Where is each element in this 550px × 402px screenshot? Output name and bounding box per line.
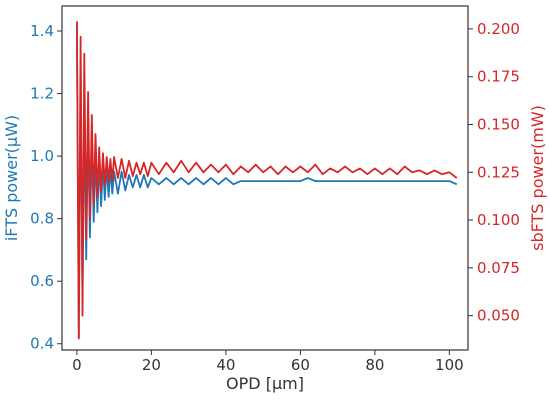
left-tick-label: 1.0 [30, 147, 54, 165]
left-tick-label: 1.4 [30, 22, 54, 40]
bottom-axis-ticks: 0 20 40 60 80 100 [72, 350, 464, 374]
right-tick-label: 0.125 [477, 163, 520, 181]
right-tick-label: 0.150 [477, 115, 520, 133]
bottom-tick-label: 20 [142, 356, 161, 374]
right-y-axis-label: sbFTS power(mW) [528, 105, 547, 251]
series-layer [76, 21, 458, 340]
right-tick-label: 0.200 [477, 20, 520, 38]
series-line-right-axis [76, 21, 458, 340]
left-tick-label: 0.6 [30, 272, 54, 290]
left-y-axis-label: iFTS power(μW) [2, 115, 21, 241]
left-tick-label: 1.2 [30, 85, 54, 103]
bottom-tick-label: 40 [216, 356, 235, 374]
bottom-tick-label: 0 [72, 356, 82, 374]
right-tick-label: 0.050 [477, 307, 520, 325]
right-axis-ticks: 0.050 0.075 0.100 0.125 0.150 0.175 0.200 [468, 20, 520, 325]
right-tick-label: 0.075 [477, 259, 520, 277]
left-tick-label: 0.8 [30, 210, 54, 228]
x-axis-label: OPD [μm] [226, 374, 304, 393]
left-axis-ticks: 0.4 0.6 0.8 1.0 1.2 1.4 [30, 22, 62, 353]
bottom-tick-label: 60 [291, 356, 310, 374]
left-tick-label: 0.4 [30, 335, 54, 353]
bottom-tick-label: 80 [365, 356, 384, 374]
right-tick-label: 0.100 [477, 211, 520, 229]
right-tick-label: 0.175 [477, 68, 520, 86]
bottom-tick-label: 100 [435, 356, 464, 374]
